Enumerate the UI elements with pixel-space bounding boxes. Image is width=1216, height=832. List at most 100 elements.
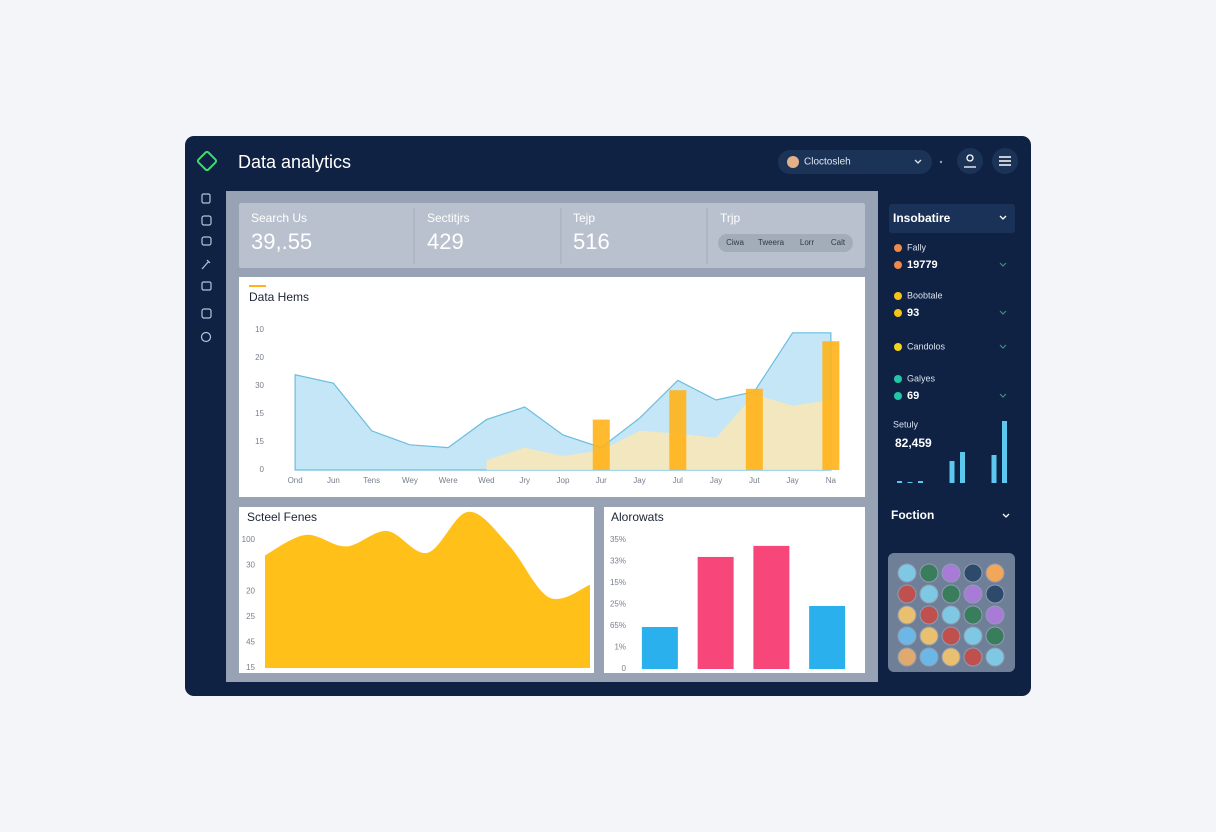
bar	[918, 481, 923, 483]
y-tick-label: 0	[622, 664, 627, 673]
nav-icon[interactable]	[201, 193, 211, 204]
item-value: 19779	[907, 259, 938, 271]
x-tick-label: Jul	[673, 476, 683, 485]
x-tick-label: Jay	[710, 476, 722, 485]
separator-dot	[939, 160, 943, 164]
account-name: Cloctosleh	[804, 157, 851, 168]
chart-title: Scteel Fenes	[247, 510, 317, 524]
item-name: Galyes	[907, 373, 936, 383]
avatar	[897, 584, 917, 604]
sidebar-chevron	[999, 215, 1007, 220]
item-chevron	[999, 344, 1007, 349]
stat-label: Search Us	[251, 211, 307, 225]
filter-option: Tweera	[758, 238, 785, 247]
avatar	[985, 563, 1005, 583]
y-tick-label: 20	[246, 586, 255, 595]
stat-label: Tejp	[573, 211, 595, 225]
avatar	[897, 563, 917, 583]
avatar	[897, 626, 917, 646]
stat-value: 516	[573, 229, 610, 254]
bar	[949, 461, 955, 483]
stat-label: Sectitjrs	[427, 211, 470, 225]
y-tick-label: 65%	[610, 621, 626, 630]
account-dropdown[interactable]	[778, 150, 932, 174]
y-tick-label: 10	[255, 325, 264, 334]
nav-icon[interactable]	[200, 331, 212, 343]
nav-icon[interactable]	[201, 281, 212, 291]
sidebar-title: Insobatire	[893, 211, 951, 225]
avatar	[941, 605, 961, 625]
nav-icon[interactable]	[201, 308, 212, 319]
sidebar-header[interactable]	[889, 204, 1015, 233]
avatar	[897, 605, 917, 625]
bar	[960, 452, 965, 483]
x-tick-label: Jun	[327, 476, 340, 485]
nav-icon[interactable]	[201, 215, 212, 226]
bar	[809, 605, 846, 669]
avatar	[985, 626, 1005, 646]
item-chevron	[999, 262, 1007, 267]
y-tick-label: 15	[246, 663, 255, 672]
legend-dot	[894, 292, 902, 300]
y-tick-label: 1%	[614, 643, 626, 652]
bar	[753, 545, 790, 669]
account-avatar	[787, 156, 799, 168]
stat-value: 39,.55	[251, 229, 312, 254]
avatar	[919, 563, 939, 583]
x-tick-label: Jry	[519, 476, 530, 485]
chart-title: Setuly	[893, 419, 919, 429]
avatar	[963, 647, 983, 667]
section-chevron	[1002, 513, 1010, 518]
x-tick-label: Jay	[786, 476, 798, 485]
bar	[991, 455, 997, 483]
y-tick-label: 30	[246, 561, 255, 570]
nav-icon[interactable]	[201, 236, 212, 246]
bar	[1002, 421, 1007, 483]
y-tick-label: 25%	[610, 600, 626, 609]
x-tick-label: Jut	[749, 476, 760, 485]
bar	[907, 482, 913, 483]
dropdown-chevron	[914, 159, 922, 164]
avatar	[963, 605, 983, 625]
nav-icons	[200, 193, 212, 343]
avatar	[941, 563, 961, 583]
item-chevron	[999, 310, 1007, 315]
avatar	[919, 647, 939, 667]
bar	[897, 481, 902, 483]
item-value: 93	[907, 307, 919, 319]
item-chevron	[999, 393, 1007, 398]
bar	[592, 419, 610, 470]
legend-dot	[894, 261, 902, 269]
section-title: Foction	[891, 508, 934, 522]
avatar-grid	[897, 563, 1005, 667]
bar	[822, 341, 840, 470]
chart-title: Alorowats	[611, 510, 664, 524]
nav-icon[interactable]	[201, 259, 211, 270]
filter-option: Ciwa	[726, 238, 744, 247]
stat-value: 429	[427, 229, 464, 254]
chart-subtitle: 82,459	[895, 436, 932, 450]
x-tick-label: Ond	[288, 476, 303, 485]
avatar	[941, 584, 961, 604]
y-tick-label: 0	[260, 465, 265, 474]
avatar	[919, 605, 939, 625]
y-tick-label: 30	[255, 381, 264, 390]
y-tick-label: 15%	[610, 578, 626, 587]
y-tick-label: 25	[246, 612, 255, 621]
filter-option: Calt	[831, 238, 846, 247]
area	[486, 394, 831, 470]
area	[265, 511, 590, 668]
y-tick-label: 20	[255, 353, 264, 362]
legend-dot	[894, 343, 902, 351]
filter-label: Trjp	[720, 211, 741, 225]
item-name: Fally	[907, 242, 927, 252]
avatar	[919, 584, 939, 604]
logo[interactable]	[196, 150, 218, 172]
avatar	[941, 647, 961, 667]
filter-option: Lorr	[800, 238, 815, 247]
legend-dot	[894, 392, 902, 400]
avatar	[919, 626, 939, 646]
y-tick-label: 15	[255, 437, 264, 446]
